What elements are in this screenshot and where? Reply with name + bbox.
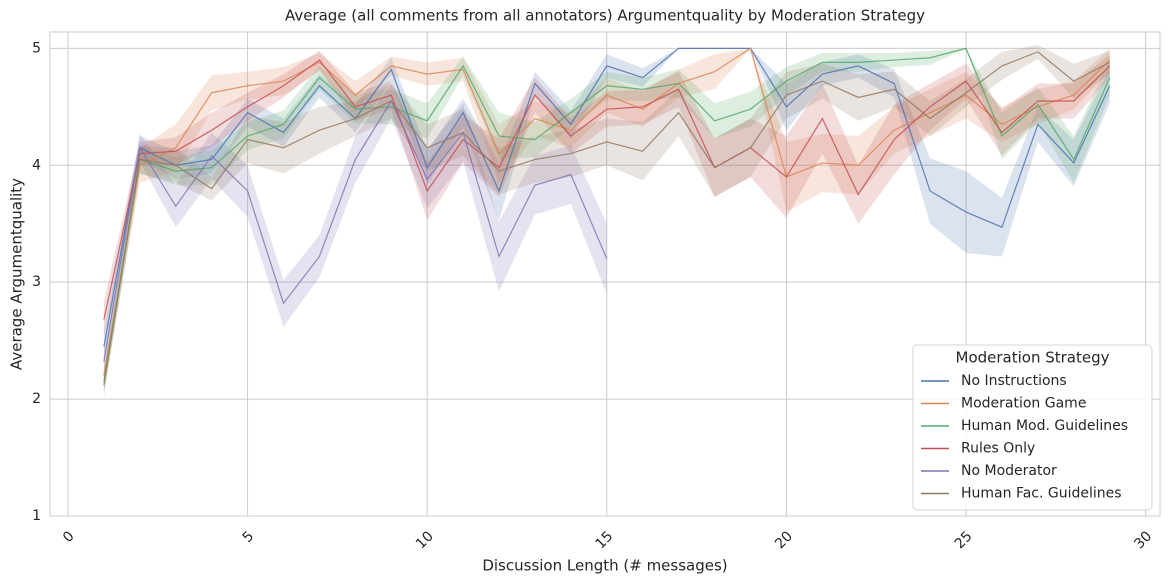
y-tick-label: 4 xyxy=(32,157,41,173)
legend: Moderation Strategy No Instructions Modera… xyxy=(912,344,1153,511)
confidence-band xyxy=(103,50,1110,338)
x-tick-label: 0 xyxy=(60,528,78,546)
x-tick-label: 30 xyxy=(1131,528,1155,552)
series-line xyxy=(103,59,1111,320)
series-line xyxy=(103,47,1111,347)
y-tick-label: 1 xyxy=(32,508,41,524)
legend-label: No Instructions xyxy=(961,373,1067,389)
series-line xyxy=(103,47,1111,382)
x-axis-label: Discussion Length (# messages) xyxy=(482,557,727,575)
legend-label: Human Fac. Guidelines xyxy=(961,486,1122,502)
x-tick-label: 25 xyxy=(952,528,976,552)
series-line xyxy=(103,99,608,362)
x-tick-label: 5 xyxy=(240,528,258,546)
y-axis-label: Average Argumentquality xyxy=(8,178,26,370)
series-line xyxy=(103,47,1111,376)
confidence-band xyxy=(103,48,1110,361)
legend-label: Moderation Game xyxy=(961,396,1086,412)
legend-label: No Moderator xyxy=(961,463,1057,479)
legend-title: Moderation Strategy xyxy=(956,349,1110,367)
bands xyxy=(103,44,1110,397)
y-tick-label: 2 xyxy=(32,391,41,407)
lines xyxy=(103,47,1111,386)
legend-label: Human Mod. Guidelines xyxy=(961,418,1128,434)
x-tick-label: 15 xyxy=(593,528,617,552)
legend-box xyxy=(912,344,1153,511)
confidence-band xyxy=(103,44,1110,397)
confidence-band xyxy=(103,83,607,374)
x-tick-label: 10 xyxy=(413,528,437,552)
y-tick-label: 3 xyxy=(32,274,41,290)
chart-title: Average (all comments from all annotator… xyxy=(285,7,925,25)
series-line xyxy=(103,51,1110,386)
y-tick-label: 5 xyxy=(32,40,41,56)
legend-label: Rules Only xyxy=(961,441,1035,457)
x-tick-label: 20 xyxy=(772,528,796,552)
